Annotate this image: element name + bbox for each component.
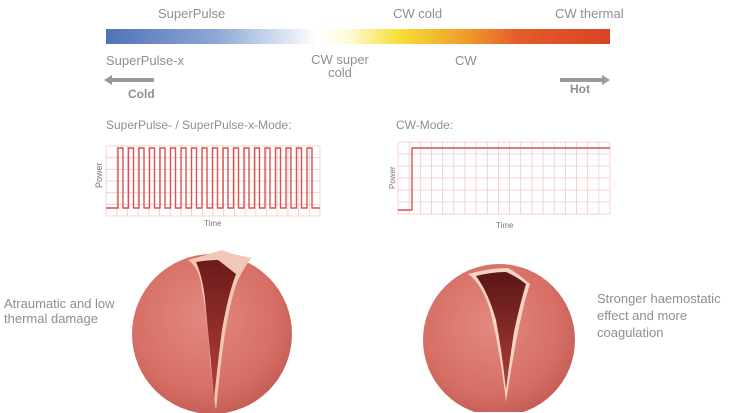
pulse-signal-line — [106, 147, 320, 209]
cw-grid — [397, 141, 611, 215]
right-caption-line-3: coagulation — [597, 325, 664, 340]
right-caption-line-2: effect and more — [597, 308, 688, 323]
label-cw-super-cold: CW super cold — [311, 52, 369, 80]
pulse-chart-title: SuperPulse- / SuperPulse-x-Mode: — [106, 118, 292, 132]
tissue-image-left — [132, 250, 292, 413]
label-cw: CW — [455, 53, 477, 68]
tissue-image-right — [423, 264, 575, 412]
left-caption-line-1: Atraumatic and low — [4, 296, 115, 311]
pulse-ylabel: Power — [94, 162, 104, 188]
cold-arrow-icon — [104, 75, 154, 85]
right-caption: Stronger haemostatic effect and more coa… — [597, 290, 721, 341]
hot-arrow-icon — [560, 75, 610, 85]
label-superpulse-x: SuperPulse-x — [106, 53, 185, 68]
pulse-xlabel: Time — [204, 219, 222, 228]
temperature-gradient-bar — [106, 29, 610, 44]
left-caption: Atraumatic and low thermal damage — [4, 296, 115, 326]
cw-xlabel: Time — [496, 221, 514, 230]
label-superpulse: SuperPulse — [158, 6, 226, 21]
right-caption-line-1: Stronger haemostatic — [597, 291, 721, 306]
pulse-mode-chart: Power Time — [94, 145, 321, 228]
cw-chart-title: CW-Mode: — [396, 118, 454, 132]
cold-label: Cold — [128, 87, 155, 101]
cw-ylabel: Power — [388, 166, 397, 189]
cw-signal-line — [398, 147, 610, 211]
label-cw-cold: CW cold — [393, 6, 443, 21]
left-caption-line-2: thermal damage — [4, 311, 98, 326]
hot-label: Hot — [570, 82, 590, 96]
label-cw-thermal: CW thermal — [555, 6, 624, 21]
cw-mode-chart: Power Time — [388, 141, 611, 230]
